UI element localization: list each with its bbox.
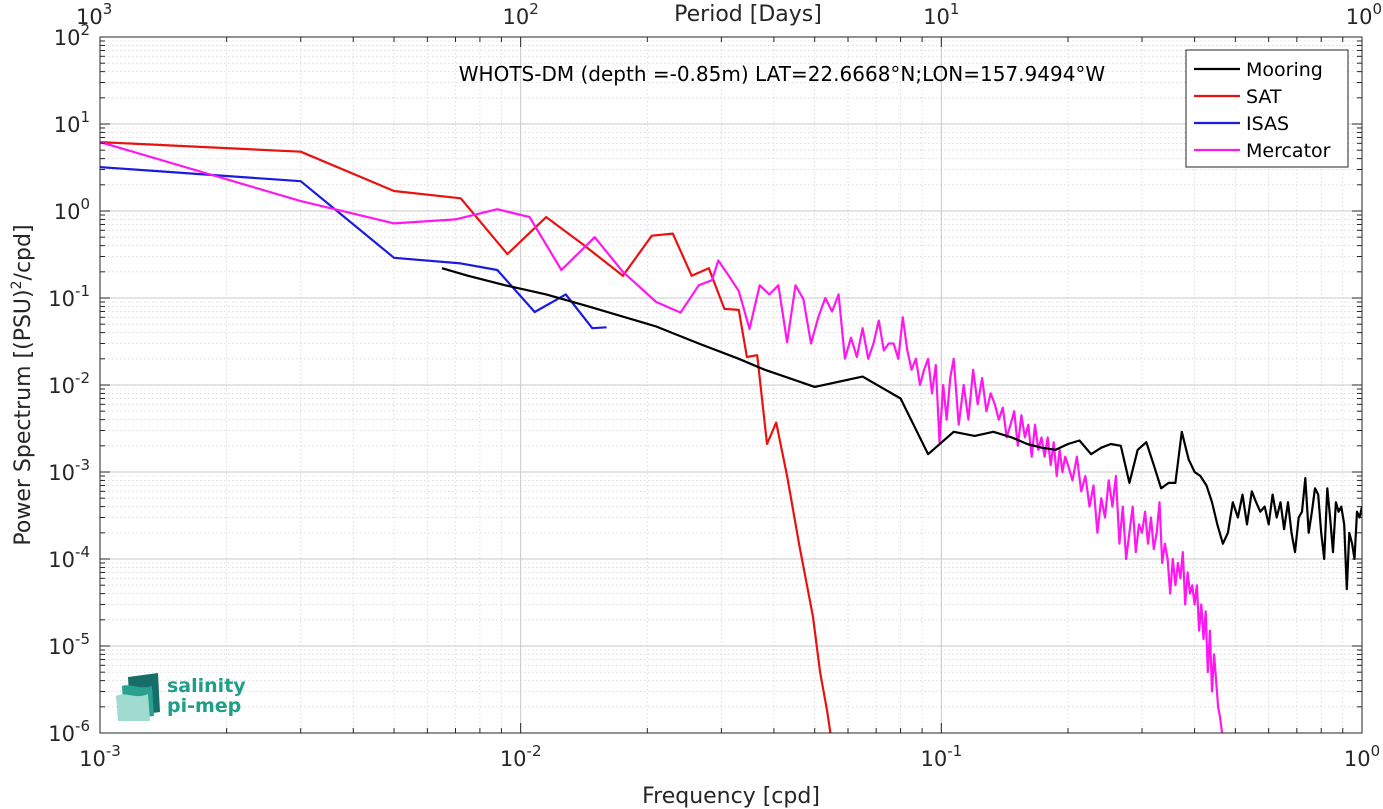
tick-base: 10 xyxy=(1344,747,1371,771)
tick-exponent: 2 xyxy=(80,21,90,39)
series-line-isas xyxy=(100,166,607,330)
tick-exponent: 0 xyxy=(80,195,90,213)
series-layer xyxy=(100,141,1362,733)
y-tick-label: 102 xyxy=(54,21,90,50)
x-tick-label: 10-1 xyxy=(920,742,962,771)
tick-base: 10 xyxy=(920,747,947,771)
y-tick-label: 101 xyxy=(54,108,90,137)
tick-base: 10 xyxy=(503,5,530,29)
legend-label-isas: ISAS xyxy=(1246,113,1289,135)
series-line-sat xyxy=(100,141,832,733)
tick-marks xyxy=(99,36,1363,734)
x-tick-label: 10-3 xyxy=(79,742,121,771)
tick-exponent: 1 xyxy=(80,108,90,126)
x2-tick-label: 101 xyxy=(923,0,959,29)
tick-base: 10 xyxy=(54,113,81,137)
tick-base: 10 xyxy=(54,26,81,50)
x-tick-label: 100 xyxy=(1344,742,1380,771)
legend: Mooring SAT ISAS Mercator xyxy=(1185,49,1349,168)
salinity-pi-mep-logo: salinity pi-mep xyxy=(116,673,246,721)
tick-base: 10 xyxy=(54,200,81,224)
x-tick-label: 10-2 xyxy=(500,742,542,771)
x-axis-label: Frequency [cpd] xyxy=(642,784,820,809)
tick-exponent: -2 xyxy=(75,369,90,387)
y-tick-label: 10-4 xyxy=(48,543,90,572)
tick-base: 10 xyxy=(500,747,527,771)
tick-exponent: -5 xyxy=(75,630,90,648)
x2-tick-label: 102 xyxy=(503,0,539,29)
y-tick-label: 10-1 xyxy=(48,282,90,311)
tick-exponent: 2 xyxy=(529,0,539,18)
logo-text-line1: salinity xyxy=(167,675,246,697)
top-axis-label: Period [Days] xyxy=(674,2,822,27)
y-axis-label: Power Spectrum [(PSU)2/cpd] xyxy=(9,224,36,545)
y-tick-label: 10-6 xyxy=(48,717,90,746)
series-line-mooring xyxy=(441,267,1362,591)
tick-exponent: -1 xyxy=(947,742,962,760)
tick-exponent: -6 xyxy=(75,717,90,735)
tick-base: 10 xyxy=(923,5,950,29)
y-axis-label-tail: /cpd] xyxy=(11,224,36,280)
tick-base: 10 xyxy=(48,287,75,311)
tick-base: 10 xyxy=(76,5,103,29)
tick-exponent: -4 xyxy=(75,543,90,561)
logo-text-line2: pi-mep xyxy=(167,695,241,717)
y-tick-label: 10-2 xyxy=(48,369,90,398)
legend-label-sat: SAT xyxy=(1246,86,1282,108)
y-axis-label-main: Power Spectrum [(PSU) xyxy=(11,289,36,545)
x2-tick-label: 100 xyxy=(1346,0,1382,29)
tick-exponent: 1 xyxy=(950,0,960,18)
y-tick-label: 100 xyxy=(54,195,90,224)
tick-exponent: 0 xyxy=(1372,0,1382,18)
tick-base: 10 xyxy=(48,461,75,485)
legend-label-mooring: Mooring xyxy=(1246,59,1323,81)
y-axis-label-sup: 2 xyxy=(9,280,25,289)
y-tick-label: 10-3 xyxy=(48,456,90,485)
logo-mark-front xyxy=(116,694,150,721)
tick-exponent: 3 xyxy=(103,0,113,18)
tick-exponent: -2 xyxy=(527,742,542,760)
series-line-mercator xyxy=(100,141,1224,733)
tick-base: 10 xyxy=(79,747,106,771)
tick-exponent: -1 xyxy=(75,282,90,300)
tick-base: 10 xyxy=(48,374,75,398)
chart-annotation-title: WHOTS-DM (depth =-0.85m) LAT=22.6668°N;L… xyxy=(459,62,1106,86)
tick-exponent: 0 xyxy=(1371,742,1381,760)
legend-label-mercator: Mercator xyxy=(1246,140,1331,162)
tick-base: 10 xyxy=(48,635,75,659)
tick-exponent: -3 xyxy=(106,742,121,760)
x2-tick-label: 103 xyxy=(76,0,112,29)
tick-base: 10 xyxy=(1346,5,1373,29)
y-tick-label: 10-5 xyxy=(48,630,90,659)
tick-base: 10 xyxy=(48,722,75,746)
tick-base: 10 xyxy=(48,548,75,572)
tick-exponent: -3 xyxy=(75,456,90,474)
